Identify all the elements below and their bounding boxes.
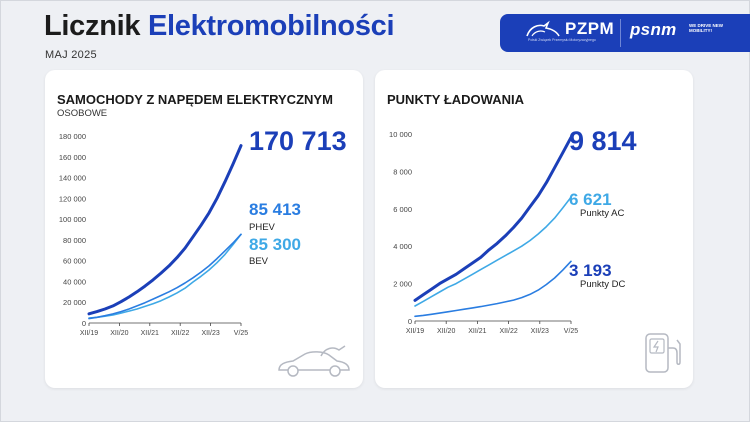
series-line [88,233,242,320]
psnm-logo-text: psnm [630,20,677,39]
electric-car-icon [278,345,350,377]
report-date: MAJ 2025 [45,49,97,61]
series-line [87,144,243,316]
y-tick-label: 0 [82,319,86,328]
y-tick-label: 100 000 [59,215,86,224]
series-end-value: 85 413 [249,200,301,219]
x-tick-label: XII/21 [141,330,159,337]
charging-station-icon [645,333,681,373]
series-end-value: 170 713 [249,126,347,156]
pzpm-logo-text: PZPM [565,19,615,38]
y-tick-label: 80 000 [63,236,86,245]
logo-divider [620,19,621,47]
y-tick-label: 4 000 [393,242,412,251]
y-tick-label: 40 000 [63,277,86,286]
y-tick-label: 8 000 [393,167,412,176]
series-name-label: PHEV [249,222,276,233]
ev-cars-title: SAMOCHODY Z NAPĘDEM ELEKTRYCZNYM [57,92,333,107]
pzpm-logo-subtitle: Polski Związek Przemysłu Motoryzacyjnego [528,38,596,42]
y-tick-label: 6 000 [393,205,412,214]
logo-bar [500,14,750,52]
series-end-value: 85 300 [249,235,301,254]
series-name-label: BEV [249,256,269,267]
x-tick-label: XII/19 [406,328,424,335]
page-title: Licznik Elektromobilności [44,10,395,43]
x-tick-label: XII/20 [437,328,455,335]
series-line [414,196,572,307]
x-tick-label: XII/21 [468,328,486,335]
x-tick-label: V/25 [234,330,249,337]
series-line [413,136,573,302]
charging-points-title: PUNKTY ŁADOWANIA [387,92,524,107]
ev-cars-chart: 0 20 000 40 000 60 000 80 000 100 000 120 000 1… [59,126,347,337]
x-tick-label: XII/19 [80,330,98,337]
series-line [414,260,572,318]
y-tick-label: 2 000 [393,280,412,289]
charging-points-chart: 0 2 000 4 000 6 000 8 000 10 000 XII/19 XII/20 X… [389,126,637,335]
ev-cars-panel: SAMOCHODY Z NAPĘDEM ELEKTRYCZNYM OSOBOWE… [45,70,363,388]
y-tick-label: 10 000 [389,130,412,139]
series-name-label: Punkty AC [580,208,624,219]
title-part2: Elektromobilności [147,10,395,42]
series-end-value: 9 814 [569,126,637,156]
y-tick-label: 180 000 [59,132,86,141]
x-tick-label: XII/22 [499,328,517,335]
title-part1: Licznik [44,10,141,42]
pzpm-logo-icon [526,20,560,37]
ev-cars-subtitle: OSOBOWE [57,108,108,119]
y-tick-label: 60 000 [63,257,86,266]
y-tick-label: 0 [408,317,412,326]
x-tick-label: XII/20 [110,330,128,337]
x-tick-label: XII/22 [171,330,189,337]
y-tick-label: 140 000 [59,174,86,183]
psnm-logo-subtitle: WE DRIVE NEW MOBILITY! [689,23,724,33]
y-tick-label: 20 000 [63,298,86,307]
x-tick-label: V/25 [564,328,579,335]
y-tick-label: 120 000 [59,194,86,203]
x-tick-label: XII/23 [531,328,549,335]
series-end-value: 6 621 [569,190,612,209]
series-end-value: 3 193 [569,261,612,280]
charging-points-panel: PUNKTY ŁADOWANIA 0 2 000 4 000 6 000 8 000 10… [375,70,693,388]
series-line [88,233,242,319]
x-tick-label: XII/23 [201,330,219,337]
series-name-label: Punkty DC [580,279,626,290]
y-tick-label: 160 000 [59,153,86,162]
